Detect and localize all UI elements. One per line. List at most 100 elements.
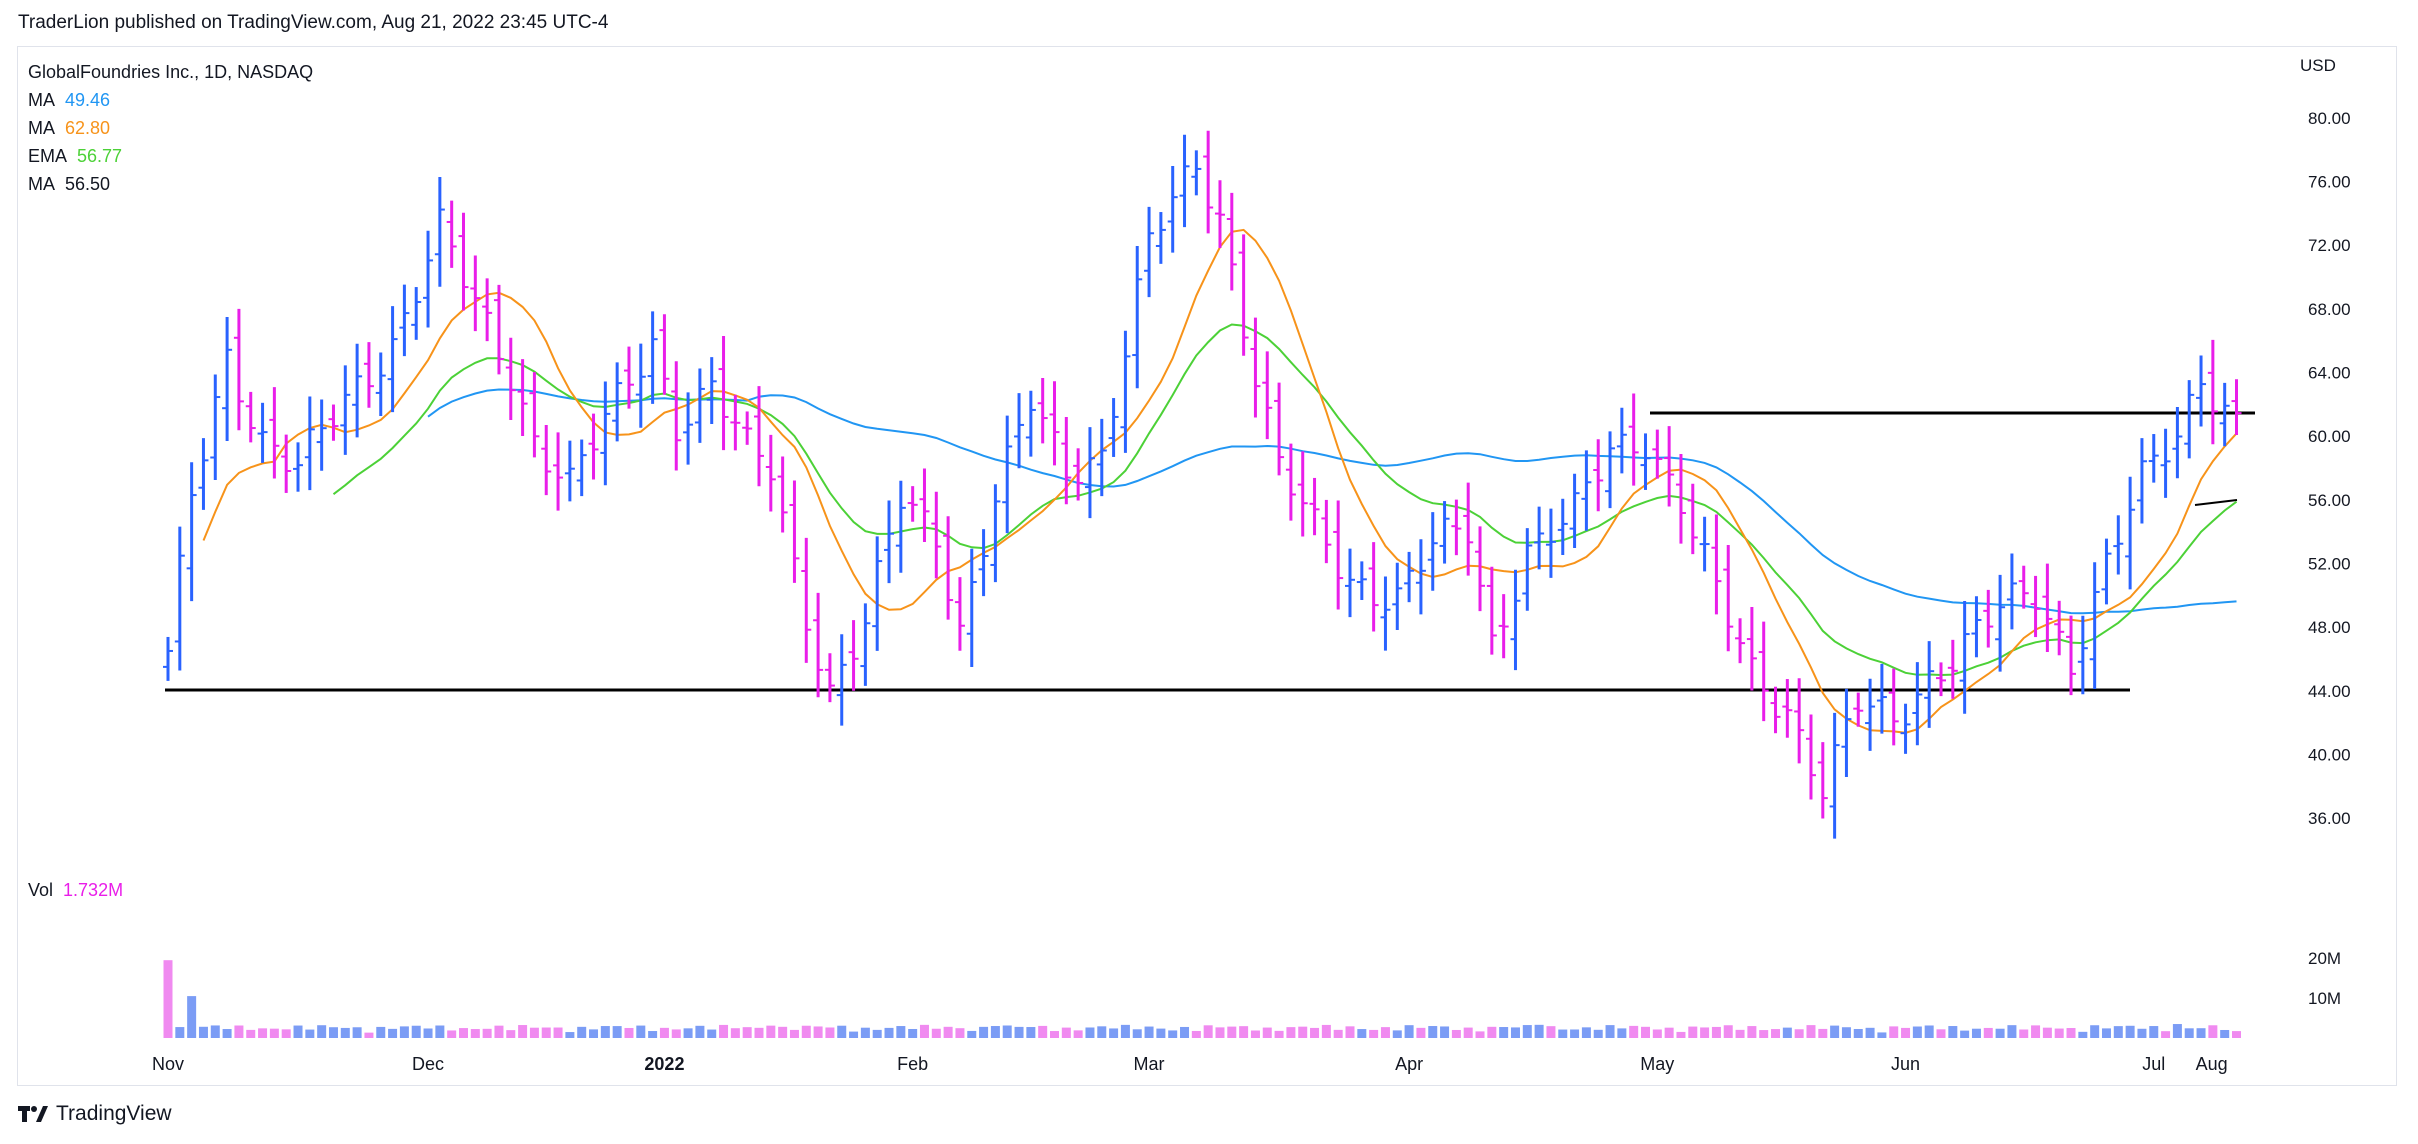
x-axis-label: Dec — [412, 1054, 444, 1074]
volume-bar — [1794, 1029, 1804, 1038]
volume-bar — [305, 1029, 315, 1038]
volume-bar — [1002, 1025, 1012, 1038]
legend-ema21: EMA 56.77 — [28, 146, 123, 166]
x-axis-label: Aug — [2196, 1054, 2228, 1074]
volume-bar — [2042, 1027, 2052, 1038]
volume-bar — [1310, 1027, 1320, 1038]
volume-bar — [1298, 1026, 1308, 1038]
volume-bar — [1676, 1031, 1686, 1038]
volume-bar — [2054, 1028, 2064, 1038]
ma-marker-line — [2194, 499, 2238, 506]
volume-bar — [1711, 1026, 1721, 1038]
price-tick-label: 48.00 — [2308, 618, 2351, 637]
price-tick-label: 72.00 — [2308, 236, 2351, 255]
volume-bar — [1156, 1028, 1166, 1038]
volume-bar — [1617, 1028, 1627, 1038]
volume-bar — [1700, 1027, 1710, 1038]
volume-bar — [281, 1029, 291, 1038]
volume-bar — [1818, 1028, 1828, 1038]
tradingview-logo-icon — [18, 1104, 48, 1124]
volume-bar — [1345, 1026, 1355, 1038]
volume-bar — [1038, 1025, 1048, 1038]
volume-bar — [1392, 1030, 1402, 1038]
volume-bar — [1274, 1030, 1284, 1038]
volume-bar — [1333, 1029, 1343, 1038]
volume-bar — [506, 1030, 516, 1038]
volume-bar — [494, 1025, 504, 1038]
x-axis-label: May — [1640, 1054, 1674, 1074]
volume-bar — [1664, 1027, 1674, 1038]
volume-bar — [1440, 1026, 1450, 1038]
volume-bar — [2208, 1025, 2218, 1038]
volume-bar — [1534, 1024, 1544, 1038]
price-tick-label: 36.00 — [2308, 809, 2351, 828]
volume-bar — [813, 1026, 823, 1038]
x-axis-label: Jun — [1891, 1054, 1920, 1074]
volume-bar — [2196, 1028, 2206, 1038]
volume-bar — [328, 1027, 338, 1038]
volume-bar — [541, 1027, 551, 1038]
price-tick-label: 60.00 — [2308, 427, 2351, 446]
x-axis-label: Nov — [152, 1054, 184, 1074]
volume-bar — [2090, 1025, 2100, 1038]
volume-bar — [1581, 1027, 1591, 1038]
volume-bar — [1109, 1028, 1119, 1038]
volume-bar — [837, 1025, 847, 1038]
volume-bar — [1380, 1027, 1390, 1038]
volume-bar — [1522, 1025, 1532, 1038]
volume-bar — [1097, 1026, 1107, 1038]
volume-bar — [1960, 1030, 1970, 1038]
volume-bar — [872, 1029, 882, 1038]
footer-brand[interactable]: TradingView — [18, 1102, 172, 1126]
x-axis-label: Apr — [1395, 1054, 1423, 1074]
volume-bar — [1830, 1025, 1840, 1038]
volume-bar — [1510, 1027, 1520, 1038]
volume-bar — [979, 1026, 989, 1038]
volume-bar — [1853, 1028, 1863, 1038]
price-tick-label: 56.00 — [2308, 491, 2351, 510]
volume-bar — [577, 1026, 587, 1038]
volume-bar — [730, 1028, 740, 1038]
volume-bar — [210, 1025, 220, 1038]
volume-bar — [1487, 1026, 1497, 1038]
volume-bar — [636, 1025, 646, 1038]
indicator-legend: GlobalFoundries Inc., 1D, NASDAQ MA 49.46… — [28, 58, 313, 198]
volume-bar — [258, 1028, 268, 1038]
chart-frame — [17, 46, 2397, 1086]
volume-bar — [1286, 1027, 1296, 1038]
price-tick-label: 80.00 — [2308, 109, 2351, 128]
volume-bar — [1865, 1027, 1875, 1038]
volume-bar — [1120, 1024, 1130, 1038]
volume-bar — [2125, 1025, 2135, 1038]
volume-bar — [778, 1026, 788, 1038]
volume-bar — [919, 1024, 929, 1038]
volume-bar — [2031, 1025, 2041, 1038]
price-tick-label: 44.00 — [2308, 682, 2351, 701]
volume-bar — [2232, 1031, 2241, 1038]
volume-bar — [482, 1028, 492, 1038]
volume-bar — [222, 1029, 232, 1038]
volume-bar — [423, 1028, 433, 1038]
volume-bar — [1877, 1032, 1887, 1038]
volume-bar — [589, 1029, 599, 1038]
volume-bar — [1605, 1025, 1615, 1038]
volume-bar — [1085, 1027, 1095, 1038]
volume-bar — [648, 1031, 658, 1038]
volume-bar — [754, 1027, 764, 1038]
volume-bar — [1771, 1029, 1781, 1038]
volume-bar — [884, 1027, 894, 1038]
volume-bar — [1948, 1026, 1958, 1038]
volume-bar — [1180, 1026, 1190, 1038]
volume-bar — [683, 1028, 693, 1038]
volume-bar — [2149, 1026, 2159, 1038]
volume-bar — [470, 1029, 480, 1038]
volume-bar — [742, 1027, 752, 1038]
volume-bar — [411, 1025, 421, 1038]
volume-bar — [2007, 1025, 2017, 1038]
volume-bar — [399, 1026, 409, 1038]
volume-bar — [1215, 1027, 1225, 1038]
volume-bar — [1901, 1027, 1911, 1038]
ma10-line — [202, 228, 2238, 734]
volume-bar — [1227, 1026, 1237, 1038]
